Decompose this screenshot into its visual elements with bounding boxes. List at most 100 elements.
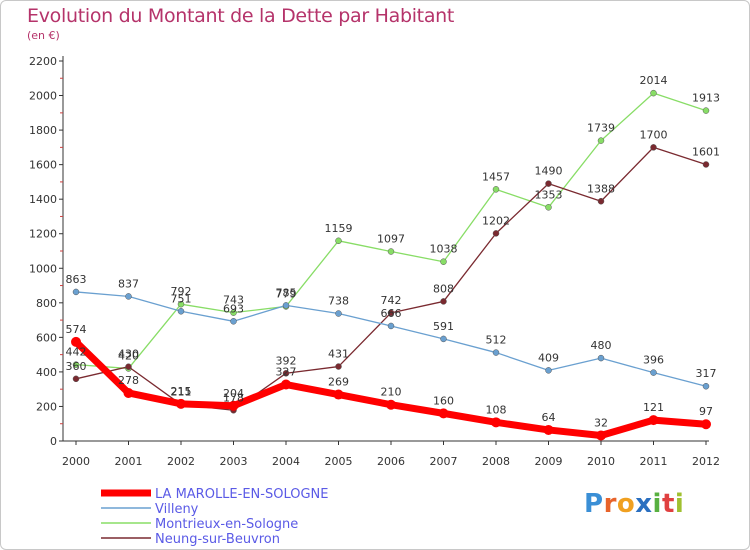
data-label: 785 — [276, 286, 297, 299]
data-point — [282, 302, 290, 309]
data-label: 1202 — [482, 214, 510, 227]
data-label: 779 — [276, 287, 297, 300]
data-point — [648, 415, 659, 426]
data-label: 204 — [223, 387, 244, 400]
data-label: 1700 — [640, 128, 668, 141]
y-tick-label: 1400 — [29, 193, 57, 206]
legend-label: Montrieux-en-Sologne — [155, 517, 298, 532]
data-label: 863 — [66, 273, 87, 286]
data-point — [596, 430, 606, 441]
y-tick-label: 0 — [50, 435, 57, 448]
data-label: 2014 — [640, 74, 668, 87]
x-tick-label: 2000 — [62, 455, 90, 468]
data-point — [230, 309, 237, 316]
x-tick-label: 2008 — [482, 455, 510, 468]
data-label: 1159 — [325, 222, 353, 235]
y-tick-label: 400 — [36, 366, 57, 379]
y-tick-label: 1200 — [29, 228, 57, 241]
data-label: 210 — [381, 386, 402, 399]
data-label: 121 — [643, 401, 664, 414]
data-label: 1388 — [587, 182, 615, 195]
legend-label: Villeny — [155, 502, 199, 517]
data-label: 442 — [66, 346, 87, 359]
data-point — [492, 186, 500, 193]
data-label: 178 — [223, 391, 244, 404]
proxiti-logo: Proxiti — [584, 489, 685, 519]
data-point — [177, 308, 185, 315]
data-label: 327 — [276, 366, 297, 379]
data-point — [387, 309, 395, 317]
y-tick-label: 800 — [36, 297, 57, 310]
data-label: 512 — [486, 334, 507, 347]
y-tick-label: 1800 — [29, 124, 57, 137]
data-label: 591 — [433, 320, 454, 333]
data-label: 1097 — [377, 233, 405, 246]
data-point — [492, 230, 500, 237]
data-label: 431 — [328, 348, 349, 361]
data-label: 64 — [542, 411, 556, 424]
data-label: 837 — [118, 277, 139, 290]
data-label: 1490 — [535, 165, 563, 178]
data-label: 742 — [381, 294, 402, 307]
data-label: 409 — [538, 351, 559, 364]
data-label: 97 — [699, 405, 713, 418]
x-tick-label: 2010 — [587, 455, 615, 468]
data-point — [72, 288, 80, 296]
legend-label: LA MAROLLE-EN-SOLOGNE — [155, 487, 328, 502]
data-label: 211 — [171, 386, 192, 399]
data-label: 420 — [118, 349, 139, 362]
data-point — [72, 375, 80, 383]
data-point — [72, 361, 80, 368]
data-label: 360 — [66, 360, 87, 373]
data-point — [597, 354, 605, 362]
chart-subtitle: (en €) — [27, 29, 60, 42]
data-point — [71, 336, 81, 347]
data-point — [333, 389, 344, 400]
data-point — [176, 398, 186, 409]
data-point — [597, 137, 605, 144]
x-tick-label: 2009 — [535, 455, 563, 468]
data-label: 574 — [66, 323, 87, 336]
data-point — [230, 318, 237, 325]
data-label: 317 — [696, 367, 717, 380]
data-label: 743 — [223, 294, 244, 307]
data-point — [650, 89, 657, 97]
x-tick-label: 2006 — [377, 455, 405, 468]
data-point — [281, 379, 291, 390]
x-tick-label: 2004 — [272, 455, 300, 468]
data-label: 666 — [381, 307, 402, 320]
data-point — [701, 419, 711, 430]
data-point — [545, 180, 552, 187]
data-point — [492, 349, 500, 356]
x-tick-label: 2002 — [167, 455, 195, 468]
x-tick-label: 2012 — [692, 455, 720, 468]
data-point — [228, 400, 239, 411]
data-point — [438, 408, 449, 419]
x-tick-label: 2011 — [640, 455, 668, 468]
data-point — [650, 144, 657, 151]
data-label: 278 — [118, 374, 139, 387]
data-label: 792 — [171, 285, 192, 298]
y-tick-label: 2000 — [29, 90, 57, 103]
data-point — [491, 417, 501, 428]
data-label: 1739 — [587, 122, 615, 135]
data-label: 1913 — [692, 92, 720, 105]
y-tick-label: 1600 — [29, 159, 57, 172]
data-label: 1038 — [430, 243, 458, 256]
data-point — [702, 382, 710, 390]
data-point — [177, 300, 185, 308]
data-point — [650, 369, 657, 376]
data-point — [597, 198, 605, 205]
data-label: 480 — [591, 339, 612, 352]
data-point — [386, 399, 396, 410]
chart-title: Evolution du Montant de la Dette par Hab… — [27, 5, 455, 27]
data-point — [387, 248, 395, 255]
data-label: 215 — [171, 385, 192, 398]
data-point — [335, 310, 342, 317]
data-point — [440, 298, 447, 305]
y-tick-label: 200 — [36, 400, 57, 413]
data-label: 808 — [433, 282, 454, 295]
data-point — [282, 370, 290, 377]
data-point — [123, 387, 134, 398]
